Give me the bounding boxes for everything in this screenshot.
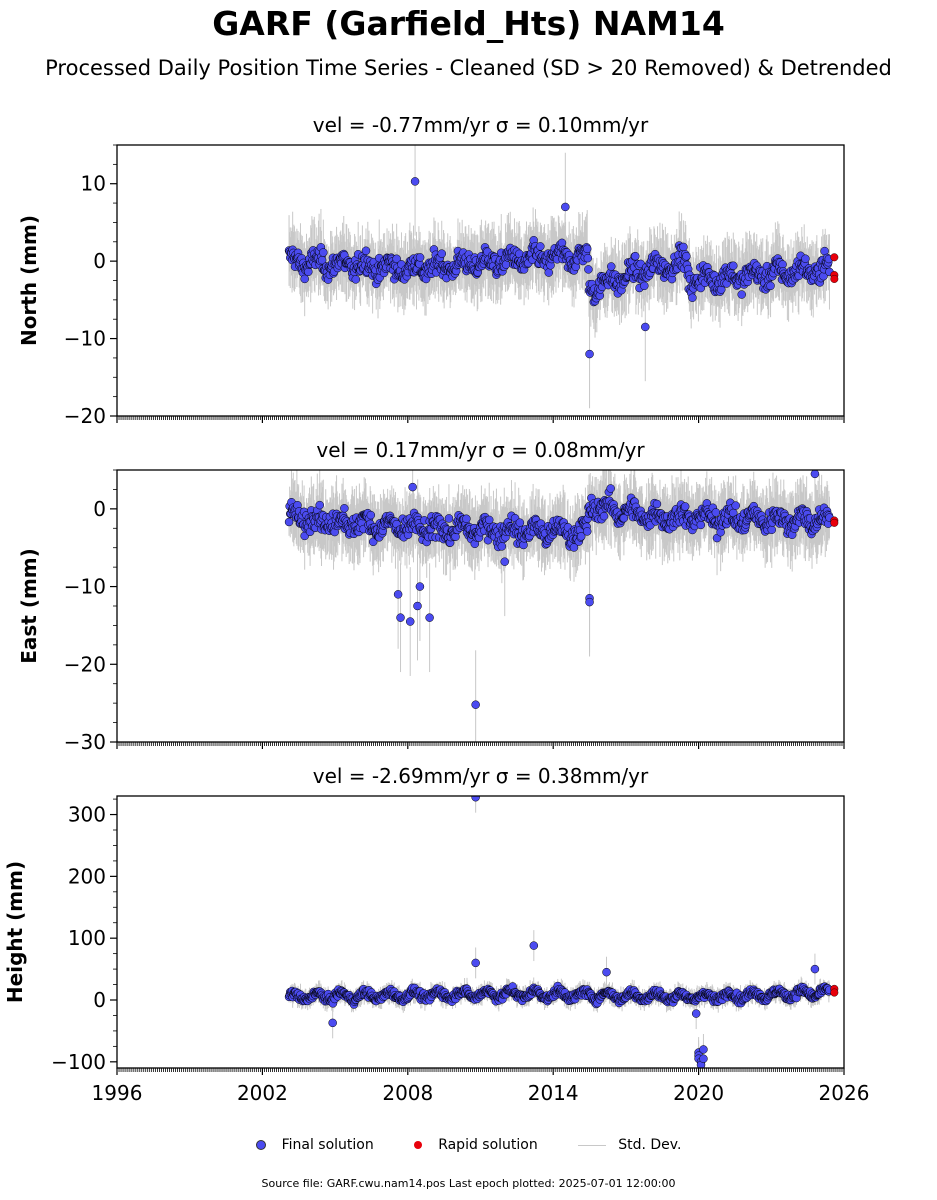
final-point — [801, 254, 810, 263]
final-point — [679, 242, 688, 252]
final-point — [696, 520, 706, 530]
chart-subtitle: Processed Daily Position Time Series - C… — [45, 56, 892, 80]
y-axis-label: North (mm) — [17, 215, 41, 346]
y-tick-label: −20 — [64, 404, 106, 428]
final-point — [497, 542, 507, 551]
rapid-point — [830, 274, 839, 283]
final-point — [304, 267, 313, 277]
final-point — [585, 349, 594, 359]
panel-3: 1996 2002 2008 2014 2020 2026−1000100200300ve… — [3, 764, 869, 1105]
final-point — [557, 238, 567, 248]
final-point — [408, 482, 417, 492]
final-point — [766, 281, 775, 291]
y-tick-label: 0 — [93, 497, 106, 521]
y-tick-label: −20 — [64, 652, 106, 676]
final-point — [606, 484, 615, 493]
final-point — [396, 613, 405, 622]
plot-area-2 — [284, 470, 839, 742]
panel-1: −20 −10 0 10 vel = -0.77mm/yr σ = 0.10mm/yr N… — [17, 113, 845, 428]
final-point — [415, 582, 425, 591]
y-tick-label: −10 — [64, 327, 106, 351]
final-point — [584, 265, 593, 274]
final-point — [392, 254, 401, 264]
final-point — [576, 532, 586, 541]
final-point — [688, 293, 697, 302]
final-point — [366, 510, 376, 520]
rapid-points-2 — [830, 516, 839, 527]
final-point — [515, 518, 525, 527]
stddev-bars-3 — [288, 796, 830, 1068]
rapid-point — [830, 518, 839, 527]
panel-title: vel = -0.77mm/yr σ = 0.10mm/yr — [313, 113, 649, 137]
y-tick-label: 0 — [93, 249, 106, 273]
final-point — [767, 525, 777, 535]
final-point — [410, 177, 420, 186]
final-point — [413, 601, 422, 611]
final-point — [582, 527, 592, 536]
final-point — [810, 470, 820, 479]
final-point — [731, 501, 740, 510]
rapid-point — [830, 253, 839, 262]
final-point — [393, 590, 403, 599]
final-point — [462, 514, 471, 523]
y-tick-label: −10 — [64, 575, 106, 599]
chart-title: GARF (Garfield_Hts) NAM14 — [212, 4, 725, 43]
final-point — [425, 613, 434, 622]
final-point — [640, 281, 649, 291]
final-point — [631, 251, 640, 261]
final-point — [319, 248, 328, 257]
final-points-1 — [284, 177, 834, 359]
final-point — [652, 499, 662, 509]
final-point — [680, 502, 690, 511]
y-tick-label: 10 — [81, 172, 106, 196]
final-point — [585, 597, 594, 607]
final-point — [544, 268, 553, 277]
final-point — [501, 260, 511, 269]
final-point — [284, 517, 294, 527]
final-point — [536, 242, 545, 251]
final-point — [561, 202, 570, 212]
final-points-2 — [284, 470, 834, 709]
panel-title: vel = 0.17mm/yr σ = 0.08mm/yr — [316, 438, 645, 462]
final-point — [599, 511, 609, 521]
final-point — [415, 253, 425, 262]
final-point — [361, 246, 371, 256]
final-point — [729, 261, 738, 270]
y-tick-label: −30 — [64, 730, 106, 754]
final-point — [607, 262, 616, 271]
final-point — [737, 290, 746, 299]
final-point — [500, 557, 509, 566]
final-point — [300, 274, 309, 284]
final-point — [583, 253, 593, 263]
final-point — [641, 322, 650, 332]
final-point — [444, 514, 454, 523]
final-point — [582, 244, 592, 254]
final-point — [405, 617, 415, 626]
final-point — [711, 508, 721, 517]
final-point — [682, 252, 691, 261]
final-point — [437, 249, 446, 258]
panel-2: −30 −20 −10 0 vel = 0.17mm/yr σ = 0.08mm/yr E… — [17, 438, 845, 754]
final-point — [484, 515, 494, 525]
final-point — [471, 700, 480, 709]
final-point — [340, 504, 349, 513]
y-axis-label: East (mm) — [17, 548, 41, 664]
final-point — [351, 275, 361, 284]
plot-area-3 — [284, 796, 839, 1068]
figure: −20 −10 0 10 vel = -0.77mm/yr σ = 0.10mm/yr N… — [3, 113, 869, 1105]
final-point — [315, 500, 324, 510]
rapid-points-1 — [830, 253, 839, 283]
plot-area-1 — [284, 145, 839, 409]
